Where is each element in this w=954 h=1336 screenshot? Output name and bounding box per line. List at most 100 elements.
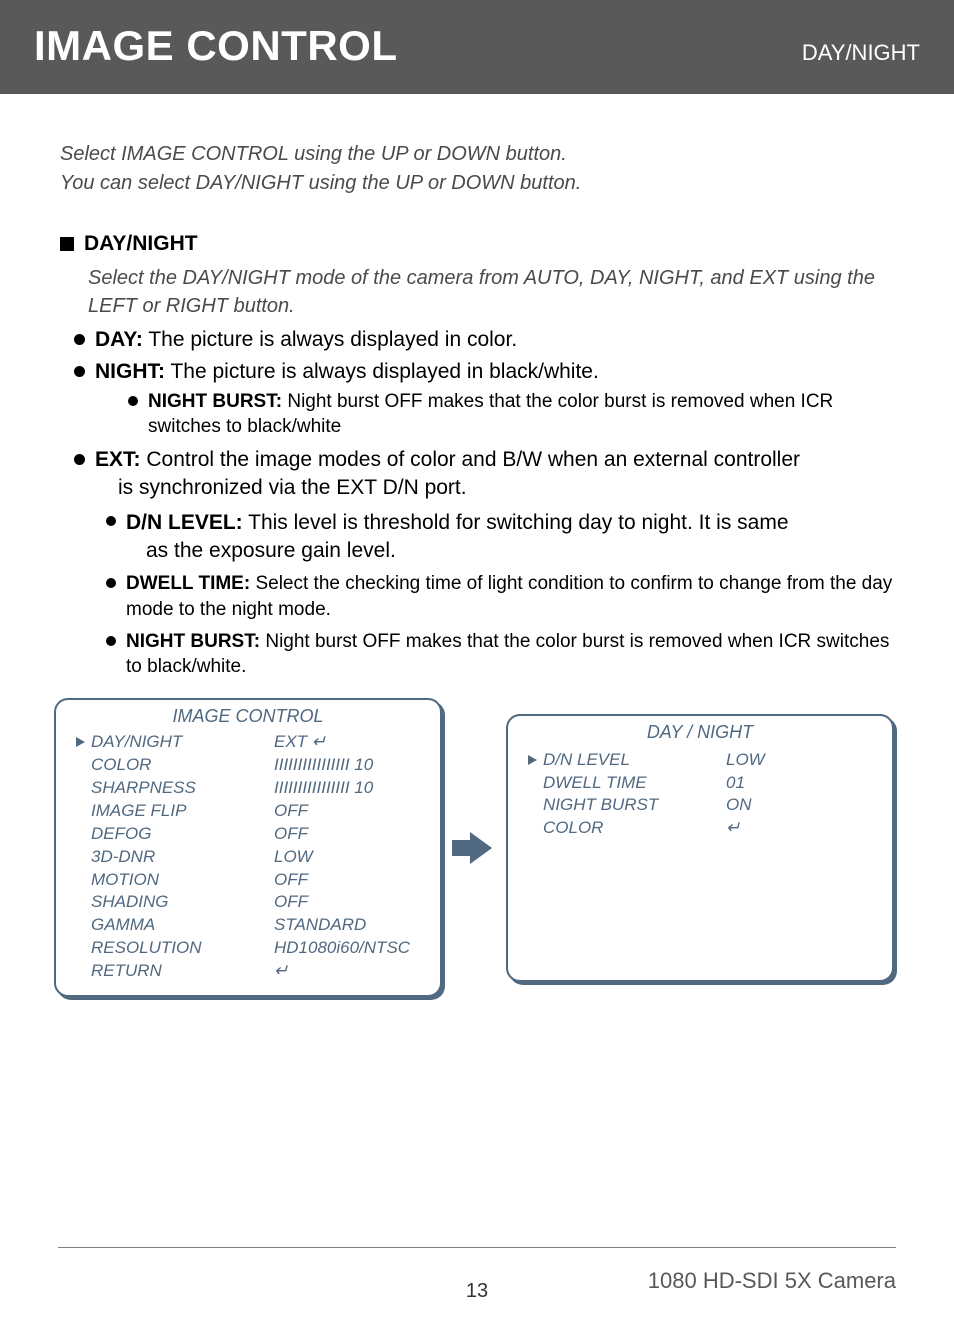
arrow-between-icon <box>456 832 492 864</box>
panel-row-label: SHADING <box>91 891 168 914</box>
panel-row-label: 3D-DNR <box>91 846 155 869</box>
panel-row-value: ON <box>726 794 876 817</box>
day-label: DAY: <box>95 328 143 351</box>
panel-row: IMAGE FLIP OFF <box>72 800 424 823</box>
panel-row-value: OFF <box>274 823 424 846</box>
panel-row: COLOR IIIIIIIIIIIIIIII 10 <box>72 754 424 777</box>
day-text: The picture is always displayed in color… <box>143 328 517 351</box>
panel-row: SHARPNESS IIIIIIIIIIIIIIII 10 <box>72 777 424 800</box>
bullet-ext-text: EXT: Control the image modes of color an… <box>95 446 800 474</box>
header-bar: IMAGE CONTROL DAY/NIGHT <box>0 0 954 94</box>
dot-icon <box>74 334 85 345</box>
panel-row: D/N LEVEL LOW <box>524 749 876 772</box>
night-burst-text: NIGHT BURST: Night burst OFF makes that … <box>148 389 894 440</box>
panel-row-value: ↵ <box>274 960 424 983</box>
panel-row-label: RETURN <box>91 960 162 983</box>
panel-row-label: GAMMA <box>91 914 155 937</box>
dn-level-continuation: as the exposure gain level. <box>146 537 894 565</box>
night-burst2-label: NIGHT BURST: <box>126 631 260 652</box>
panel-row-label: DAY/NIGHT <box>91 731 182 754</box>
panel-left-rows: DAY/NIGHTEXT ↵COLORIIIIIIIIIIIIIIII 10SH… <box>72 731 424 983</box>
panel-row-value: ↵ <box>726 817 876 840</box>
dot-icon <box>74 454 85 465</box>
panel-row-label: COLOR <box>91 754 151 777</box>
panel-row-value: LOW <box>726 749 876 772</box>
selected-arrow-icon <box>528 755 537 765</box>
section-note: Select the DAY/NIGHT mode of the camera … <box>88 264 894 320</box>
footer: 13 1080 HD-SDI 5X Camera <box>58 1247 896 1294</box>
panel-row-label: DEFOG <box>91 823 151 846</box>
panel-row: DAY/NIGHT EXT ↵ <box>72 731 424 754</box>
dot-icon <box>74 366 85 377</box>
dwell-text: DWELL TIME: Select the checking time of … <box>126 571 894 622</box>
ext-label: EXT: <box>95 448 141 471</box>
dot-icon <box>106 578 116 588</box>
panel-left-title: IMAGE CONTROL <box>72 706 424 727</box>
content-area: Select IMAGE CONTROL using the UP or DOW… <box>0 94 954 997</box>
dot-icon <box>128 396 138 406</box>
panel-row: 3D-DNRLOW <box>72 846 424 869</box>
bullet-day: DAY: The picture is always displayed in … <box>74 326 894 354</box>
section-heading-text: DAY/NIGHT <box>84 232 198 256</box>
dot-icon <box>106 516 116 526</box>
panel-row-value: IIIIIIIIIIIIIIII 10 <box>274 754 424 777</box>
panel-row: SHADING OFF <box>72 891 424 914</box>
sub-bullet-night-burst-2: NIGHT BURST: Night burst OFF makes that … <box>106 629 894 680</box>
panel-row: GAMMA STANDARD <box>72 914 424 937</box>
panel-row-label: SHARPNESS <box>91 777 196 800</box>
bullet-night: NIGHT: The picture is always displayed i… <box>74 358 894 386</box>
panel-row: COLOR ↵ <box>524 817 876 840</box>
bullet-day-text: DAY: The picture is always displayed in … <box>95 326 517 354</box>
panel-row-label: D/N LEVEL <box>543 749 630 772</box>
square-bullet-icon <box>60 237 74 251</box>
panel-row-label: IMAGE FLIP <box>91 800 186 823</box>
night-burst-label: NIGHT BURST: <box>148 391 282 412</box>
panel-row-value: EXT ↵ <box>274 731 424 754</box>
panel-right-rows: D/N LEVELLOWDWELL TIME01NIGHT BURSTONCOL… <box>524 749 876 841</box>
panel-row-label: MOTION <box>91 869 159 892</box>
panel-row-value: IIIIIIIIIIIIIIII 10 <box>274 777 424 800</box>
intro-line2: You can select DAY/NIGHT using the UP or… <box>60 169 894 198</box>
dn-level-text: D/N LEVEL: This level is threshold for s… <box>126 509 789 537</box>
intro-line1: Select IMAGE CONTROL using the UP or DOW… <box>60 140 894 169</box>
selected-arrow-icon <box>76 737 85 747</box>
panel-row-value: OFF <box>274 869 424 892</box>
panels-container: IMAGE CONTROL DAY/NIGHT EXT ↵ COLOR IIIIIII… <box>54 698 894 997</box>
sub-bullet-night-burst: NIGHT BURST: Night burst OFF makes that … <box>128 389 894 440</box>
dn-level-label: D/N LEVEL: <box>126 511 243 534</box>
ext-text: Control the image modes of color and B/W… <box>141 448 801 471</box>
panel-row-label: NIGHT BURST <box>543 794 658 817</box>
panel-row: MOTION OFF <box>72 869 424 892</box>
bullet-night-text: NIGHT: The picture is always displayed i… <box>95 358 599 386</box>
panel-row-label: COLOR <box>543 817 603 840</box>
panel-row-label: RESOLUTION <box>91 937 202 960</box>
footer-model: 1080 HD-SDI 5X Camera <box>648 1268 896 1294</box>
panel-image-control: IMAGE CONTROL DAY/NIGHT EXT ↵ COLOR IIIIIII… <box>54 698 442 997</box>
header-title: IMAGE CONTROL <box>34 22 397 70</box>
panel-row-value: HD1080i60/NTSC <box>274 937 424 960</box>
panel-row-label: DWELL TIME <box>543 772 647 795</box>
sub-bullet-dwell: DWELL TIME: Select the checking time of … <box>106 571 894 622</box>
dot-icon <box>106 636 116 646</box>
panel-row: DWELL TIME 01 <box>524 772 876 795</box>
panel-right-title: DAY / NIGHT <box>524 722 876 743</box>
panel-row-value: OFF <box>274 891 424 914</box>
panel-row-value: STANDARD <box>274 914 424 937</box>
panel-row-value: OFF <box>274 800 424 823</box>
dwell-label: DWELL TIME: <box>126 573 250 594</box>
panel-row: RESOLUTION HD1080i60/NTSC <box>72 937 424 960</box>
page-number: 13 <box>466 1280 488 1303</box>
panel-day-night: DAY / NIGHT D/N LEVELLOWDWELL TIME01NIGH… <box>506 714 894 982</box>
ext-continuation: is synchronized via the EXT D/N port. <box>118 474 894 502</box>
dn-level-body: This level is threshold for switching da… <box>243 511 789 534</box>
intro-text: Select IMAGE CONTROL using the UP or DOW… <box>60 140 894 198</box>
panel-row-value: 01 <box>726 772 876 795</box>
panel-row: RETURN ↵ <box>72 960 424 983</box>
bullet-ext: EXT: Control the image modes of color an… <box>74 446 894 474</box>
panel-row: DEFOG OFF <box>72 823 424 846</box>
section-heading: DAY/NIGHT <box>60 232 894 256</box>
night-label: NIGHT: <box>95 360 165 383</box>
night-text: The picture is always displayed in black… <box>165 360 599 383</box>
header-subtitle: DAY/NIGHT <box>802 40 920 66</box>
panel-row: NIGHT BURST ON <box>524 794 876 817</box>
